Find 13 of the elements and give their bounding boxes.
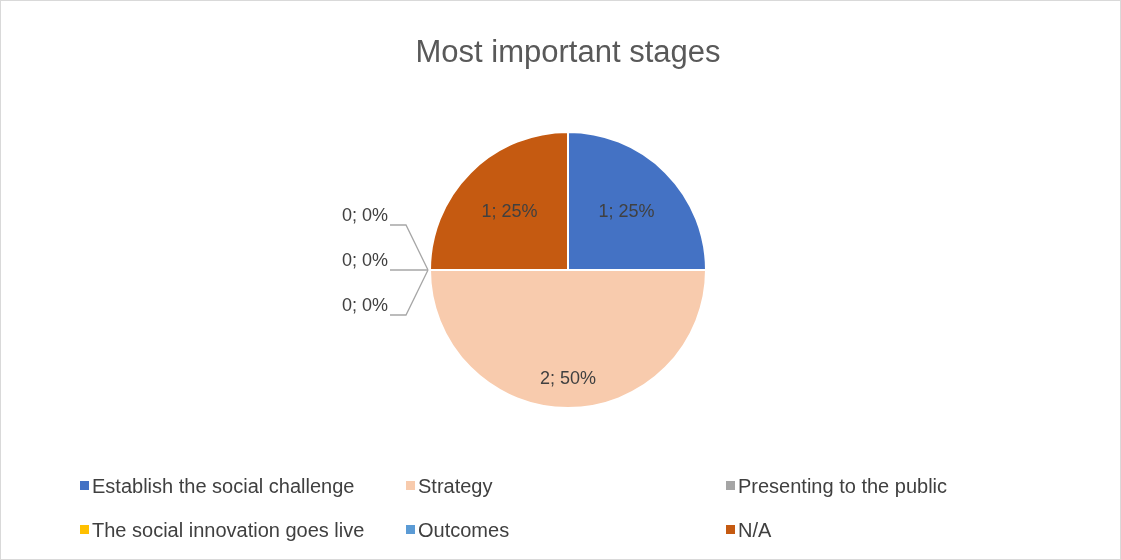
- data-label: 1; 25%: [481, 201, 538, 222]
- legend-label: The social innovation goes live: [92, 519, 365, 541]
- legend-label: Presenting to the public: [738, 475, 948, 497]
- chart-title: Most important stages: [415, 34, 721, 69]
- text: 0; 0%: [341, 205, 388, 225]
- data-label: 2; 50%: [539, 367, 597, 388]
- legend-label: Strategy: [418, 475, 493, 497]
- legend-label: N/A: [738, 519, 772, 541]
- text: 0; 0%: [341, 295, 388, 315]
- data-label: 1; 25%: [598, 201, 655, 222]
- legend-label: Establish the social challenge: [92, 475, 355, 497]
- legend-label: Outcomes: [418, 519, 510, 541]
- text: 0; 0%: [341, 250, 388, 270]
